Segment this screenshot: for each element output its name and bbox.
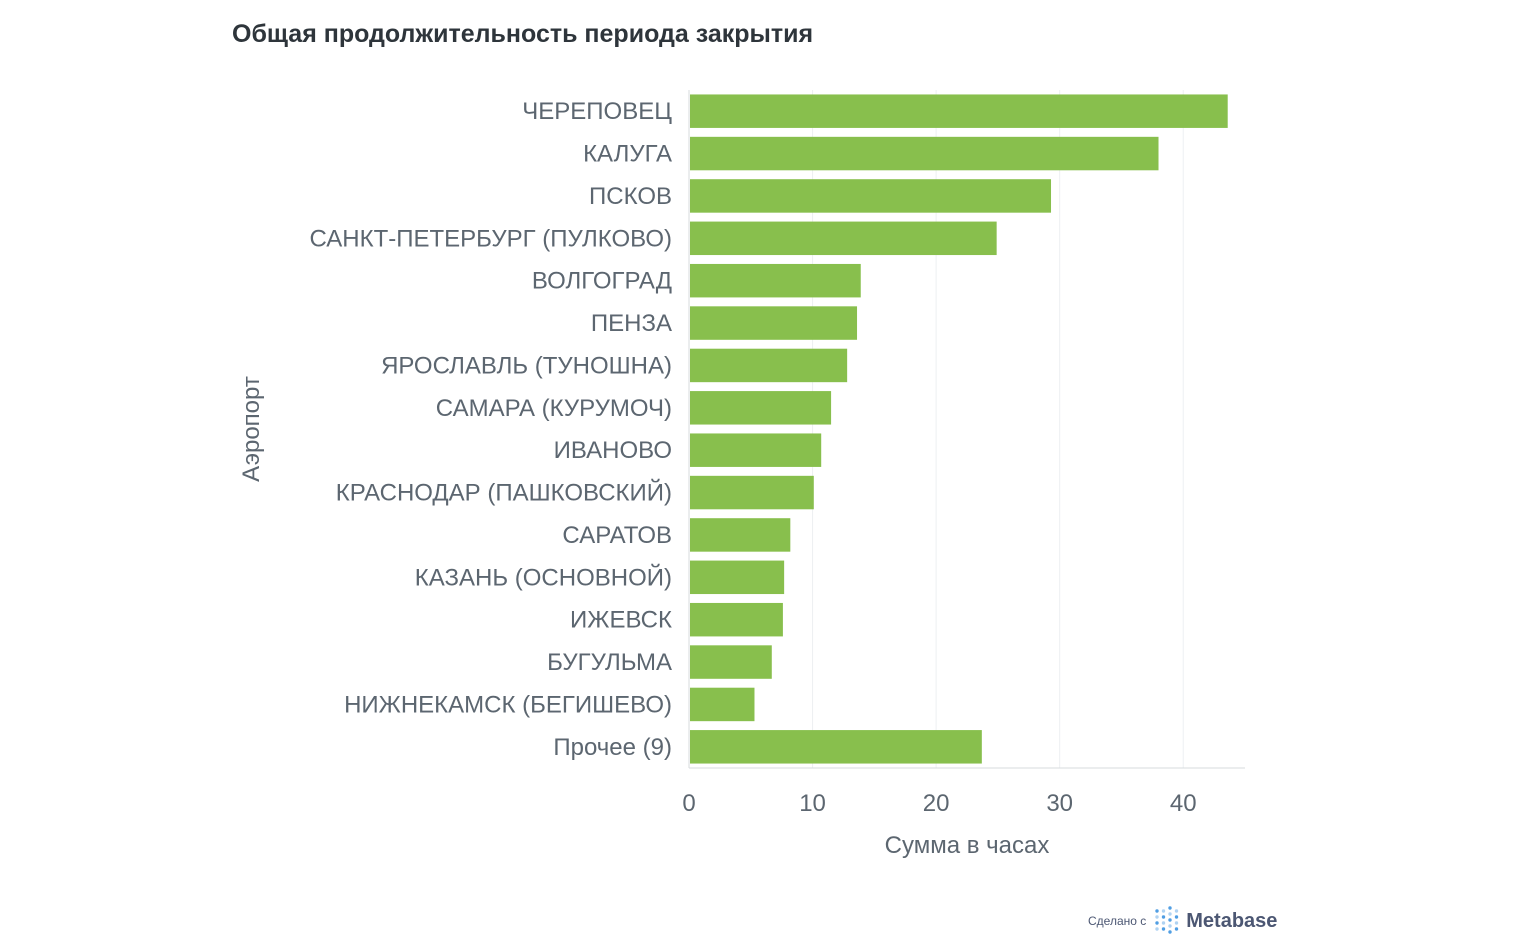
bar[interactable] <box>690 179 1052 213</box>
category-label: ИВАНОВО <box>554 437 672 464</box>
category-label: ИЖЕВСК <box>570 607 672 634</box>
chart-title: Общая продолжительность периода закрытия <box>232 20 814 48</box>
category-label: ЯРОСЛАВЛЬ (ТУНОШНА) <box>381 352 672 379</box>
bar[interactable] <box>690 602 783 637</box>
metabase-logo-icon <box>1155 906 1179 934</box>
bar[interactable] <box>690 518 791 552</box>
bar[interactable] <box>690 263 861 298</box>
axes <box>688 90 1245 769</box>
bar[interactable] <box>690 94 1228 128</box>
bar[interactable] <box>690 221 997 256</box>
bar[interactable] <box>690 645 772 679</box>
category-label: САНКТ-ПЕТЕРБУРГ (ПУЛКОВО) <box>309 225 672 252</box>
bar[interactable] <box>690 560 785 595</box>
x-tick-label: 10 <box>799 790 826 817</box>
x-tick-label: 30 <box>1046 790 1073 817</box>
category-label: КАЛУГА <box>583 141 672 168</box>
bar[interactable] <box>690 306 858 340</box>
category-label: САМАРА (КУРУМОЧ) <box>436 395 672 422</box>
footer: Сделано с Metabase <box>1088 904 1277 938</box>
category-label: ЧЕРЕПОВЕЦ <box>522 98 672 125</box>
category-label: НИЖНЕКАМСК (БЕГИШЕВО) <box>344 691 672 718</box>
category-label: ПЕНЗА <box>591 310 672 337</box>
bars <box>690 94 1228 764</box>
bar[interactable] <box>690 433 822 467</box>
bar[interactable] <box>690 730 982 764</box>
category-labels: ЧЕРЕПОВЕЦ КАЛУГА ПСКОВ САНКТ-ПЕТЕРБУРГ (ПУЛ… <box>309 98 672 761</box>
category-label: БУГУЛЬМА <box>547 649 672 676</box>
category-label: КРАСНОДАР (ПАШКОВСКИЙ) <box>336 479 672 507</box>
bar[interactable] <box>690 348 848 383</box>
y-axis-title: Аэропорт <box>238 376 265 482</box>
category-label: ПСКОВ <box>589 183 672 210</box>
bar[interactable] <box>690 475 814 510</box>
category-label: САРАТОВ <box>562 522 672 549</box>
category-label: КАЗАНЬ (ОСНОВНОЙ) <box>415 563 672 591</box>
x-tick-labels: 0 10 20 30 40 <box>682 790 1196 817</box>
x-tick-label: 40 <box>1170 790 1197 817</box>
bar[interactable] <box>690 136 1159 171</box>
x-tick-label: 0 <box>682 790 695 817</box>
x-tick-label: 20 <box>923 790 950 817</box>
bar[interactable] <box>690 687 755 722</box>
bar[interactable] <box>690 391 832 425</box>
category-label: Прочее (9) <box>553 734 672 761</box>
made-with-text: Сделано с <box>1088 914 1147 928</box>
category-label: ВОЛГОГРАД <box>532 268 672 295</box>
metabase-brand: Metabase <box>1186 909 1278 932</box>
x-axis-title: Сумма в часах <box>885 832 1050 859</box>
